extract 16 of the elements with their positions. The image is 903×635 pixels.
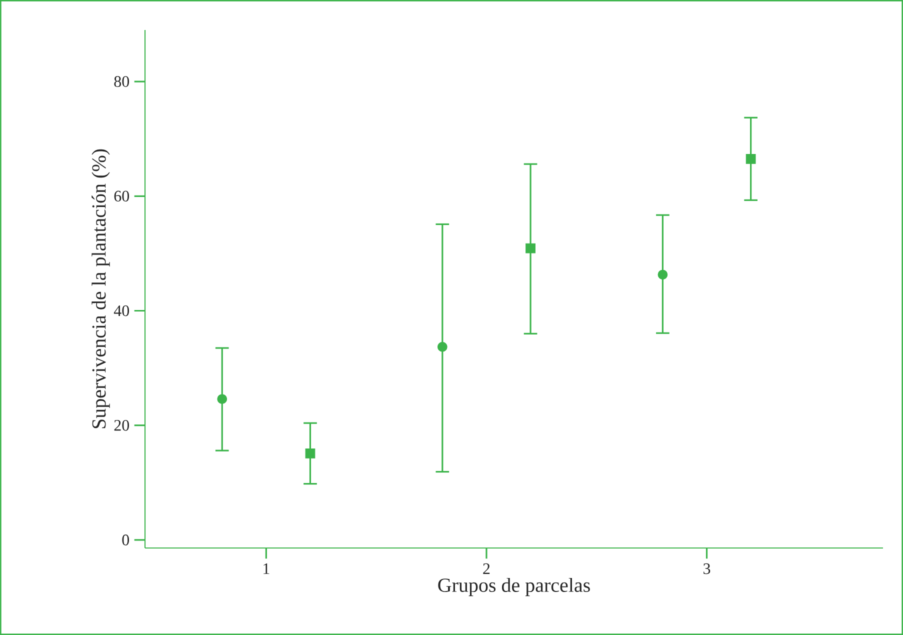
point (746, 154, 756, 164)
y-axis-title: Supervivencia de la plantación (%) (92, 149, 110, 428)
point (217, 394, 228, 404)
x-tick-label: 1 (264, 563, 270, 574)
point (526, 243, 536, 254)
y-tick-label: 80 (114, 76, 130, 87)
y-tick-label: 40 (114, 305, 130, 316)
y-tick-label: 0 (122, 534, 130, 546)
point (305, 448, 316, 458)
point (658, 270, 668, 280)
x-tick-label: 2 (483, 563, 490, 574)
x-axis-title: Grupos de parcelas (438, 578, 590, 596)
point (437, 342, 448, 352)
y-tick-label: 60 (114, 190, 130, 202)
y-tick-label: 20 (114, 420, 130, 431)
x-tick-label: 3 (704, 563, 710, 574)
